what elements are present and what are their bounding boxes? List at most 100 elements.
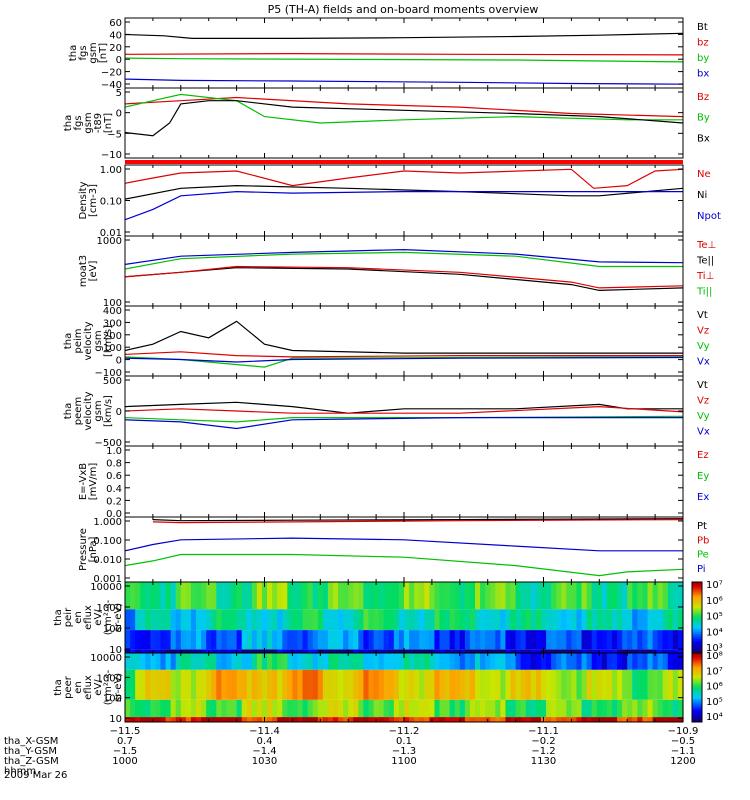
heatmap-cell <box>409 699 415 718</box>
heatmap-cell <box>332 582 339 610</box>
heatmap-cell <box>297 717 304 722</box>
y-tick-label: 0.01 <box>100 228 122 239</box>
heatmap-cell <box>662 653 669 670</box>
heatmap-cell <box>363 582 370 610</box>
heatmap-cell <box>500 717 507 722</box>
heatmap-cell <box>469 653 476 670</box>
heatmap-cell <box>601 630 608 650</box>
heatmap-cell <box>576 699 583 718</box>
heatmap-cell <box>510 609 517 631</box>
heatmap-cell <box>596 609 603 631</box>
colorbar-cell <box>692 659 702 663</box>
heatmap-cell <box>652 609 659 631</box>
heatmap-cell <box>353 653 359 670</box>
heatmap-cell <box>627 699 633 718</box>
heatmap-cell <box>495 630 501 650</box>
heatmap-cell <box>419 582 425 610</box>
heatmap-cell <box>150 669 157 700</box>
heatmap-cell <box>591 630 598 650</box>
heatmap-cell <box>201 649 207 653</box>
heatmap-cell <box>398 630 405 650</box>
heatmap-cell <box>140 649 146 653</box>
heatmap-cell <box>647 669 654 700</box>
heatmap-cell <box>637 717 644 722</box>
heatmap-cell <box>302 582 309 610</box>
heatmap-cell <box>449 582 456 610</box>
heatmap-cell <box>515 609 522 631</box>
heatmap-cell <box>622 649 628 653</box>
heatmap-cell <box>632 609 638 631</box>
heatmap-cell <box>155 582 162 610</box>
heatmap-cell <box>353 669 359 700</box>
heatmap-cell <box>439 582 446 610</box>
heatmap-cell <box>596 653 603 670</box>
heatmap-cell <box>505 669 512 700</box>
heatmap-cell <box>657 630 664 650</box>
heatmap-cell <box>251 609 258 631</box>
heatmap-cell <box>424 699 430 718</box>
heatmap-cell <box>155 609 162 631</box>
heatmap-cell <box>642 717 649 722</box>
heatmap-cell <box>373 699 380 718</box>
heatmap-cell <box>530 699 537 718</box>
heatmap-cell <box>353 649 359 653</box>
y-tick-label: 100 <box>103 694 122 705</box>
series-line-Te⊥ <box>124 265 684 289</box>
heatmap-cell <box>135 630 141 650</box>
colorbar-cell <box>692 612 702 616</box>
heatmap-cell <box>657 653 664 670</box>
colorbar-cell <box>692 615 702 618</box>
panel-2: Bz By Bx 5 0 −5 −10 tha fgs gsm -t89 [nT] <box>63 87 710 161</box>
heatmap-cell <box>444 609 451 631</box>
heatmap-cell <box>601 582 608 610</box>
heatmap-cell <box>338 649 344 653</box>
heatmap-cell <box>677 653 684 670</box>
heatmap-cell <box>632 649 638 653</box>
heatmap-cell <box>475 630 481 650</box>
y-axis-label: moat3 [eV] <box>78 255 99 287</box>
heatmap-cell <box>145 699 151 718</box>
legend-label: Vy <box>697 341 710 352</box>
heatmap-cell <box>125 582 131 610</box>
heatmap-cell <box>373 609 380 631</box>
colorbar-tick-label: 10⁷ <box>706 666 723 677</box>
heatmap-cell <box>165 649 172 653</box>
heatmap-cell <box>317 669 324 700</box>
heatmap-cell <box>236 649 243 653</box>
colorbar-cell <box>692 626 702 630</box>
heatmap-cell <box>449 653 456 670</box>
heatmap-cell <box>601 699 608 718</box>
heatmap-cell <box>551 699 557 718</box>
heatmap-cell <box>404 582 410 610</box>
heatmap-cell <box>454 717 461 722</box>
heatmap-cell <box>363 717 370 722</box>
heatmap-cell <box>449 630 456 650</box>
heatmap-cell <box>368 582 375 610</box>
heatmap-cell <box>348 653 354 670</box>
heatmap-cell <box>221 609 228 631</box>
colorbar-tick-label: 10³ <box>706 643 723 654</box>
y-axis-label-line: gsm <box>93 400 104 421</box>
heatmap-cell <box>551 649 557 653</box>
heatmap-cell <box>404 699 410 718</box>
heatmap-cell <box>282 582 288 610</box>
colorbar-cell <box>692 619 702 623</box>
heatmap-cell <box>246 649 253 653</box>
heatmap-cell <box>627 609 633 631</box>
heatmap-cell <box>338 609 344 631</box>
heatmap-cell <box>155 649 162 653</box>
colorbar-cell <box>692 641 702 645</box>
heatmap-cell <box>520 630 527 650</box>
heatmap-cell <box>302 669 309 700</box>
heatmap-cell <box>190 653 197 670</box>
heatmap-cell <box>546 609 552 631</box>
heatmap-cell <box>561 582 567 610</box>
heatmap-cell <box>601 649 608 653</box>
heatmap-cell <box>505 699 512 718</box>
y-axis-label-line: eflux <box>83 675 94 700</box>
heatmap-cell <box>637 630 644 650</box>
heatmap-cell <box>383 609 390 631</box>
y-axis-label-line: sr-eV) <box>113 673 124 702</box>
heatmap-cell <box>464 699 471 718</box>
